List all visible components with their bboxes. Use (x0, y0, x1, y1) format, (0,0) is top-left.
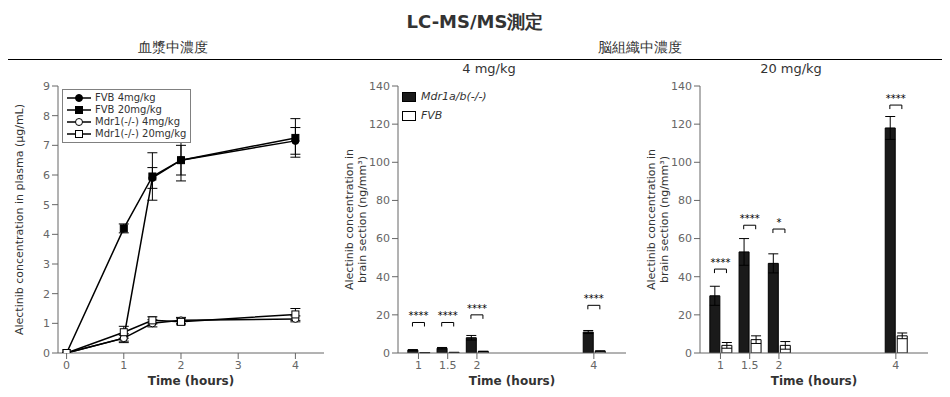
svg-text:20: 20 (678, 309, 692, 322)
html-text:LC-MS/MS測定: LC-MS/MS測定 (406, 11, 544, 32)
svg-text:80: 80 (678, 194, 692, 207)
svg-text:7: 7 (43, 139, 50, 152)
svg-text:0: 0 (63, 359, 70, 372)
svg-text:1.5: 1.5 (741, 359, 759, 372)
html-text:FVB 4mg/kg: FVB 4mg/kg (95, 92, 156, 103)
svg-text:1: 1 (717, 359, 724, 372)
svg-text:****: **** (438, 310, 458, 321)
svg-text:140: 140 (671, 80, 692, 93)
html-text:4 mg/kg: 4 mg/kg (462, 61, 516, 76)
svg-text:****: **** (584, 293, 604, 304)
svg-text:6: 6 (43, 169, 50, 182)
svg-text:1: 1 (43, 317, 50, 330)
svg-text:****: **** (408, 310, 428, 321)
svg-text:****: **** (467, 303, 487, 314)
svg-text:2: 2 (177, 359, 184, 372)
svg-text:3: 3 (43, 258, 50, 271)
svg-text:Time (hours): Time (hours) (469, 374, 555, 388)
html-text:Mdr1(-/-) 20mg/kg: Mdr1(-/-) 20mg/kg (95, 128, 187, 139)
svg-text:0: 0 (685, 347, 692, 360)
svg-text:1: 1 (415, 359, 422, 372)
html-text:FVB: FVB (421, 109, 443, 122)
svg-text:40: 40 (678, 271, 692, 284)
svg-text:100: 100 (671, 156, 692, 169)
svg-text:4: 4 (43, 228, 50, 241)
svg-text:2: 2 (43, 288, 50, 301)
svg-text:140: 140 (369, 80, 390, 93)
svg-text:****: **** (886, 93, 906, 104)
svg-text:Alectinib concentration inbrai: Alectinib concentration inbrain section … (645, 149, 671, 290)
svg-text:2: 2 (775, 359, 782, 372)
html-text:Mdr1a/b(-/-): Mdr1a/b(-/-) (421, 90, 487, 103)
svg-text:Time (hours): Time (hours) (771, 374, 857, 388)
svg-text:8: 8 (43, 110, 50, 123)
html-text:FVB 20mg/kg: FVB 20mg/kg (95, 104, 162, 115)
svg-text:0: 0 (43, 347, 50, 360)
svg-text:4: 4 (590, 359, 597, 372)
svg-text:120: 120 (369, 118, 390, 131)
svg-text:60: 60 (678, 232, 692, 245)
html-text:脳組織中濃度: 脳組織中濃度 (598, 39, 682, 55)
html-text:Mdr1(-/-) 4mg/kg: Mdr1(-/-) 4mg/kg (95, 116, 180, 127)
svg-text:100: 100 (369, 156, 390, 169)
svg-text:9: 9 (43, 80, 50, 93)
svg-text:Alectinib concentration in pla: Alectinib concentration in plasma (μg/mL… (13, 104, 26, 335)
svg-text:60: 60 (376, 232, 390, 245)
svg-text:5: 5 (43, 199, 50, 212)
svg-text:Time (hours): Time (hours) (148, 374, 234, 388)
svg-text:1: 1 (120, 359, 127, 372)
svg-text:2: 2 (473, 359, 480, 372)
html-text:20 mg/kg: 20 mg/kg (760, 61, 822, 76)
svg-text:4: 4 (292, 359, 299, 372)
svg-text:****: **** (740, 213, 760, 224)
svg-text:Alectinib concentration inbrai: Alectinib concentration inbrain section … (343, 149, 369, 290)
svg-text:*: * (776, 217, 781, 228)
svg-text:3: 3 (235, 359, 242, 372)
svg-text:4: 4 (892, 359, 899, 372)
html-text:血漿中濃度: 血漿中濃度 (138, 39, 208, 55)
svg-text:0: 0 (383, 347, 390, 360)
svg-text:20: 20 (376, 309, 390, 322)
svg-text:1.5: 1.5 (439, 359, 457, 372)
svg-text:80: 80 (376, 194, 390, 207)
svg-text:40: 40 (376, 271, 390, 284)
svg-text:120: 120 (671, 118, 692, 131)
svg-text:****: **** (710, 257, 730, 268)
